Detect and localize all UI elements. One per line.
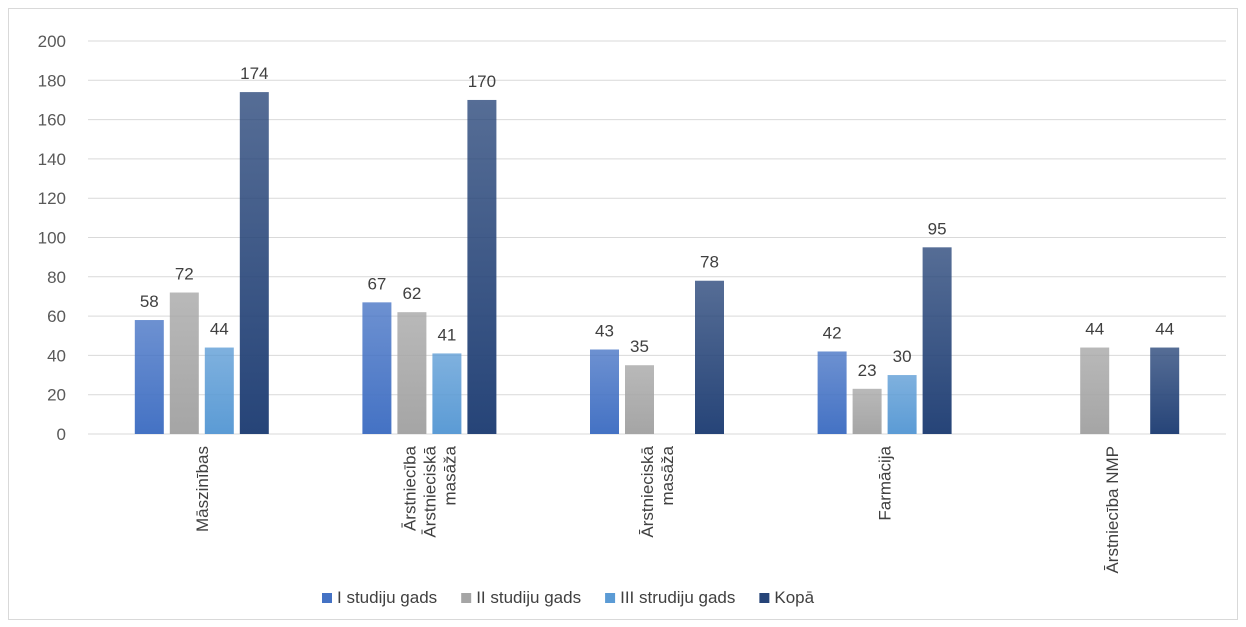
bar bbox=[817, 351, 847, 434]
bar bbox=[204, 347, 234, 434]
y-tick-label: 120 bbox=[38, 189, 66, 208]
bars bbox=[134, 92, 1180, 434]
y-axis-ticks: 0 20 40 60 80 100 120 140 160 180 200 bbox=[38, 32, 66, 444]
legend-swatch bbox=[461, 593, 472, 603]
category-label: Ārstniecība bbox=[400, 445, 419, 531]
bar bbox=[169, 292, 199, 434]
data-label: 174 bbox=[240, 64, 268, 83]
legend-label: II studiju gads bbox=[476, 588, 581, 607]
category-label: masāža bbox=[440, 445, 459, 505]
y-tick-label: 80 bbox=[47, 268, 66, 287]
y-tick-label: 40 bbox=[47, 346, 66, 365]
data-label: 95 bbox=[928, 219, 947, 238]
y-tick-label: 200 bbox=[38, 32, 66, 51]
data-label: 43 bbox=[595, 322, 614, 341]
legend-label: Kopā bbox=[774, 588, 814, 607]
data-label: 67 bbox=[367, 274, 386, 293]
y-tick-label: 100 bbox=[38, 229, 66, 248]
y-tick-label: 0 bbox=[57, 425, 66, 444]
gridlines bbox=[88, 40, 1226, 435]
legend-label: III strudiju gads bbox=[620, 588, 735, 607]
data-labels: 58 72 44 174 67 62 41 170 43 35 78 42 23 30 95 44 44 bbox=[140, 64, 1174, 380]
bar bbox=[1080, 347, 1110, 434]
legend-swatch bbox=[759, 593, 770, 603]
data-label: 44 bbox=[1155, 320, 1174, 339]
bar bbox=[239, 92, 269, 434]
data-label: 23 bbox=[858, 361, 877, 380]
data-label: 58 bbox=[140, 292, 159, 311]
bar bbox=[852, 388, 882, 434]
category-label: Farmācija bbox=[876, 445, 895, 520]
legend: I studiju gads II studiju gads III strudij… bbox=[322, 588, 815, 607]
data-label: 44 bbox=[1085, 320, 1104, 339]
bar bbox=[625, 365, 654, 434]
legend-label: I studiju gads bbox=[337, 588, 437, 607]
chart-frame bbox=[8, 8, 1238, 620]
bar bbox=[467, 99, 497, 434]
bar bbox=[432, 353, 462, 434]
category-labels: Māszinības Ārstniecība Ārstnieciskā masāža Ā… bbox=[193, 445, 1122, 573]
data-label: 78 bbox=[700, 253, 719, 272]
category-label: Ārstniecība NMP bbox=[1103, 446, 1122, 574]
category-label: Ārstnieciskā bbox=[420, 445, 439, 537]
data-label: 30 bbox=[893, 347, 912, 366]
bar bbox=[590, 349, 619, 434]
data-label: 170 bbox=[468, 72, 496, 91]
category-label: masāža bbox=[658, 445, 677, 505]
bar bbox=[922, 247, 952, 434]
y-tick-label: 180 bbox=[38, 71, 66, 90]
y-tick-label: 160 bbox=[38, 111, 66, 130]
y-tick-label: 60 bbox=[47, 307, 66, 326]
bar bbox=[134, 320, 164, 434]
category-label: Ārstnieciskā bbox=[638, 445, 657, 537]
data-label: 44 bbox=[210, 320, 229, 339]
category-label: Māszinības bbox=[193, 446, 212, 532]
y-tick-label: 20 bbox=[47, 386, 66, 405]
legend-swatch bbox=[605, 593, 616, 603]
bar bbox=[1150, 347, 1180, 434]
data-label: 41 bbox=[437, 325, 456, 344]
y-tick-label: 140 bbox=[38, 150, 66, 169]
legend-swatch bbox=[322, 593, 332, 603]
bar bbox=[397, 312, 427, 434]
bar bbox=[362, 302, 392, 434]
bar bbox=[887, 375, 917, 434]
data-label: 35 bbox=[630, 337, 649, 356]
data-label: 42 bbox=[823, 323, 842, 342]
bar bbox=[695, 280, 724, 434]
data-label: 62 bbox=[402, 284, 421, 303]
data-label: 72 bbox=[175, 265, 194, 284]
